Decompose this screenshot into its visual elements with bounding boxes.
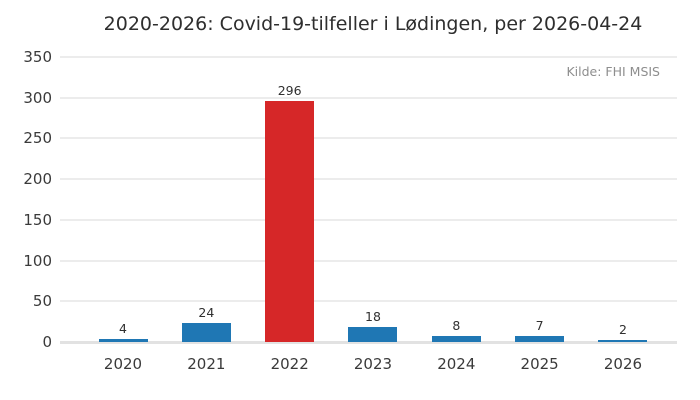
x-tick-label-2024: 2024 xyxy=(437,355,476,373)
gridline-150 xyxy=(60,219,677,221)
y-tick-label-50: 50 xyxy=(32,292,52,310)
gridline-50 xyxy=(60,300,677,302)
gridline-200 xyxy=(60,178,677,180)
plot-area: 0 50 100 150 200 250 300 350 4 2020 24 2021 296 2022 1… xyxy=(23,48,677,373)
y-tick-label-150: 150 xyxy=(23,211,52,229)
bar-2020 xyxy=(98,338,148,342)
x-tick-label-2025: 2025 xyxy=(520,355,559,373)
source-note: Kilde: FHI MSIS xyxy=(566,64,660,79)
gridline-0 xyxy=(60,341,677,344)
y-tick-label-350: 350 xyxy=(23,48,52,66)
y-tick-label-300: 300 xyxy=(23,89,52,107)
gridline-250 xyxy=(60,137,677,139)
bar-value-label-2025: 7 xyxy=(535,318,544,334)
bar-value-label-2022: 296 xyxy=(277,83,302,98)
y-tick-label-100: 100 xyxy=(23,252,52,270)
gridline-100 xyxy=(60,260,677,262)
bar-2026 xyxy=(598,340,648,342)
bar-2022 xyxy=(265,101,315,342)
y-tick-label-250: 250 xyxy=(23,129,52,147)
x-tick-label-2023: 2023 xyxy=(353,355,393,373)
bar-2021 xyxy=(181,322,231,342)
y-tick-label-200: 200 xyxy=(23,170,52,188)
x-tick-label-2021: 2021 xyxy=(187,355,226,373)
x-tick-label-2026: 2026 xyxy=(603,355,643,373)
bar-value-label-2023: 18 xyxy=(365,309,381,325)
bar-2024 xyxy=(431,335,481,342)
chart-title: 2020-2026: Covid-19-tilfeller i Lødingen… xyxy=(103,13,643,35)
bar-value-label-2024: 8 xyxy=(452,317,461,333)
x-tick-label-2022: 2022 xyxy=(270,355,309,373)
bar-value-label-2026: 2 xyxy=(618,322,627,338)
gridline-300 xyxy=(60,97,677,99)
bar-value-label-2021: 24 xyxy=(198,304,215,320)
gridline-350 xyxy=(60,56,677,58)
x-tick-label-2020: 2020 xyxy=(103,355,143,373)
y-tick-label-0: 0 xyxy=(42,333,52,351)
bar-2023 xyxy=(348,327,398,342)
bar-2025 xyxy=(515,336,565,342)
bar-value-label-2020: 4 xyxy=(119,320,127,336)
